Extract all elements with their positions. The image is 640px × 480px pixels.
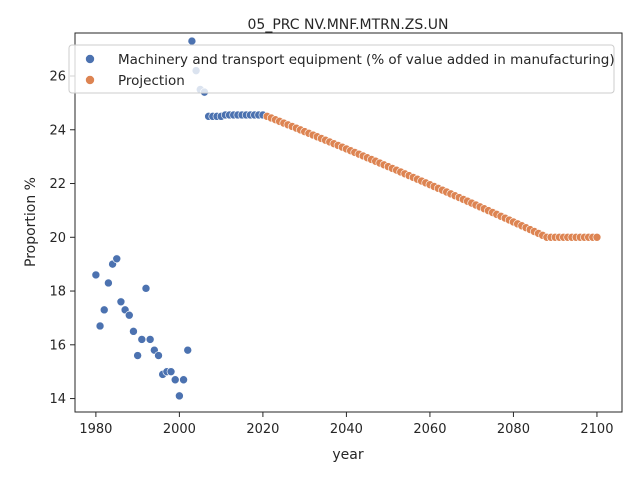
projection-point (592, 232, 602, 242)
x-tick-label: 2040 (330, 422, 363, 437)
x-axis-label: year (332, 447, 363, 463)
observed-point (104, 278, 113, 288)
observed-point (124, 310, 134, 320)
x-tick-label: 2060 (413, 422, 446, 437)
observed-point (91, 270, 101, 280)
plot-frame (74, 32, 623, 413)
observed-point (133, 351, 142, 360)
legend-box (68, 44, 615, 94)
x-axis-ticks: 1980 2000 2020 2040 2060 2080 2100 (79, 412, 613, 437)
y-tick-label: 18 (49, 285, 66, 300)
y-tick-label: 20 (49, 231, 66, 246)
observed-point (141, 284, 151, 293)
x-tick-label: 2000 (163, 422, 196, 437)
observed-point (112, 254, 122, 264)
observed-point (137, 335, 147, 344)
y-tick-label: 24 (49, 123, 66, 138)
y-axis-label: Proportion % (23, 177, 39, 267)
y-tick-label: 22 (49, 177, 66, 192)
observed-point (99, 305, 109, 315)
observed-point (166, 367, 176, 376)
observed-point (175, 391, 184, 401)
legend: Machinery and transport equipment (% of … (68, 44, 615, 94)
observed-point (129, 327, 138, 336)
data-points (91, 36, 602, 401)
x-tick-label: 1980 (79, 422, 112, 437)
observed-point (95, 321, 105, 331)
x-tick-label: 2080 (497, 422, 530, 437)
observed-point (170, 375, 180, 385)
observed-point (179, 375, 188, 385)
observed-point (183, 345, 193, 355)
y-axis-ticks: 14 16 18 20 22 24 26 (49, 70, 75, 407)
observed-point (154, 351, 163, 360)
chart-title: 05_PRC NV.MNF.MTRN.ZS.UN (248, 17, 449, 33)
observed-point (187, 36, 197, 46)
legend-marker-observed (85, 54, 95, 64)
legend-label-projection: Projection (118, 73, 185, 89)
y-tick-label: 14 (49, 392, 66, 407)
legend-marker-projection (85, 75, 95, 85)
x-tick-label: 2020 (246, 422, 279, 437)
observed-point (145, 335, 155, 344)
x-tick-label: 2100 (580, 422, 613, 437)
legend-label-observed: Machinery and transport equipment (% of … (118, 52, 615, 68)
y-tick-label: 26 (49, 70, 66, 85)
observed-point (116, 297, 126, 307)
y-tick-label: 16 (49, 338, 66, 353)
